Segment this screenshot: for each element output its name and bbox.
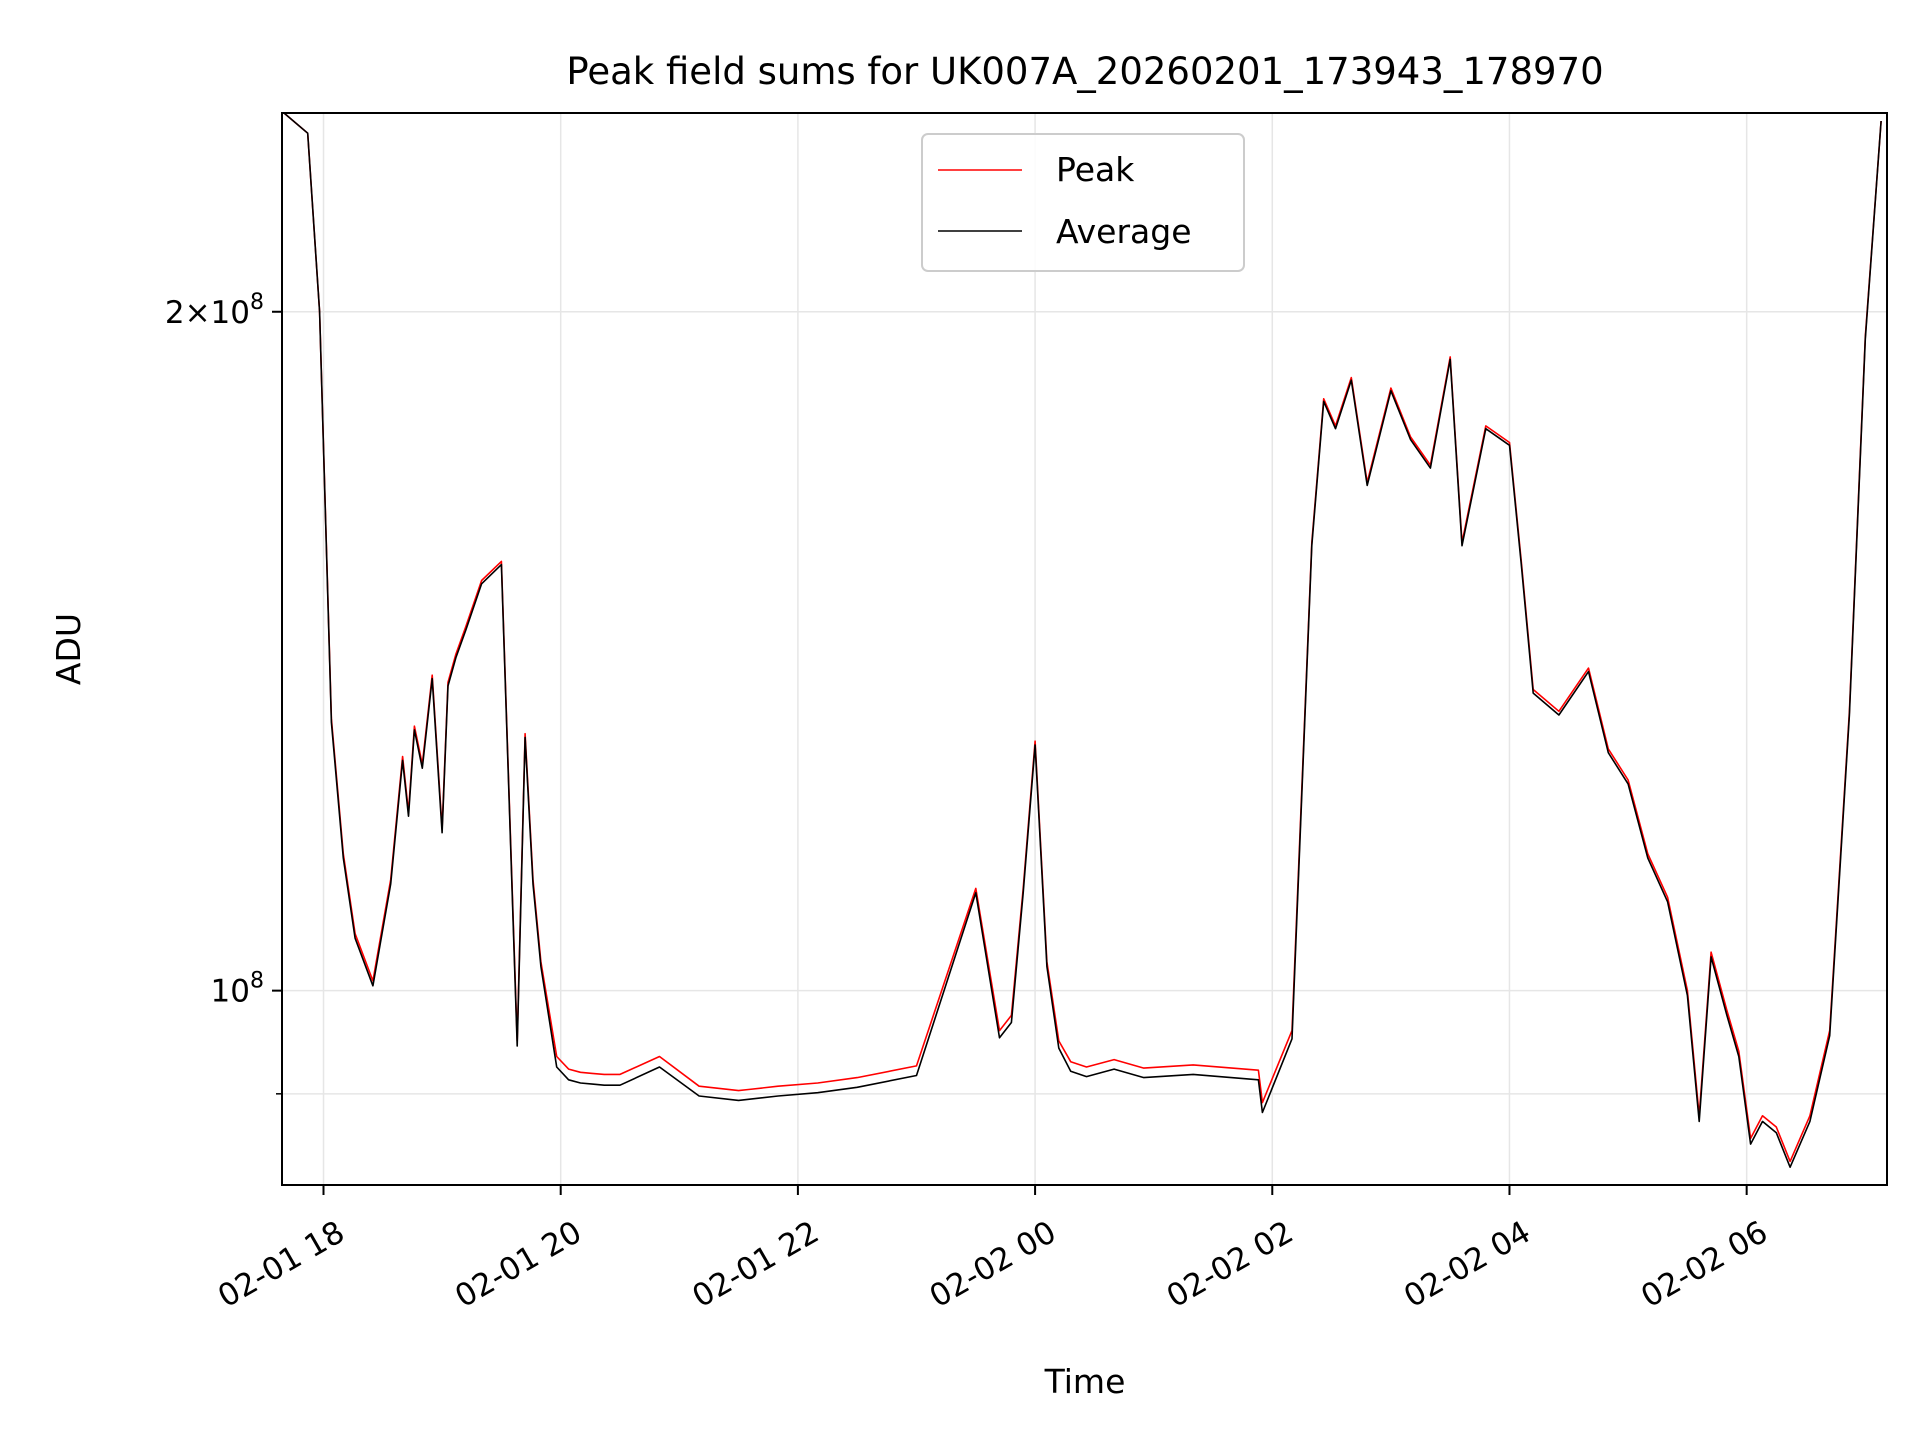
series-layer xyxy=(283,113,1882,1168)
y-tick-label: 2×108 xyxy=(165,290,264,331)
legend-label-average: Average xyxy=(1056,212,1192,251)
y-axis-label: ADU xyxy=(49,613,88,685)
series-line-average xyxy=(283,113,1882,1168)
series-line-peak xyxy=(283,113,1882,1163)
legend-box xyxy=(921,133,1245,272)
y-axis: 108 2×108 xyxy=(165,290,282,1095)
plot-background xyxy=(282,113,1887,1185)
y-tick-label: 108 xyxy=(211,969,264,1010)
legend: Peak Average xyxy=(921,133,1245,272)
plot-area xyxy=(281,112,1888,1186)
chart-title: Peak field sums for UK007A_20260201_1739… xyxy=(566,50,1603,93)
grid xyxy=(282,113,1887,1185)
x-axis-label: Time xyxy=(1044,1362,1126,1401)
legend-label-peak: Peak xyxy=(1056,150,1135,189)
plot-frame xyxy=(281,112,1888,1186)
